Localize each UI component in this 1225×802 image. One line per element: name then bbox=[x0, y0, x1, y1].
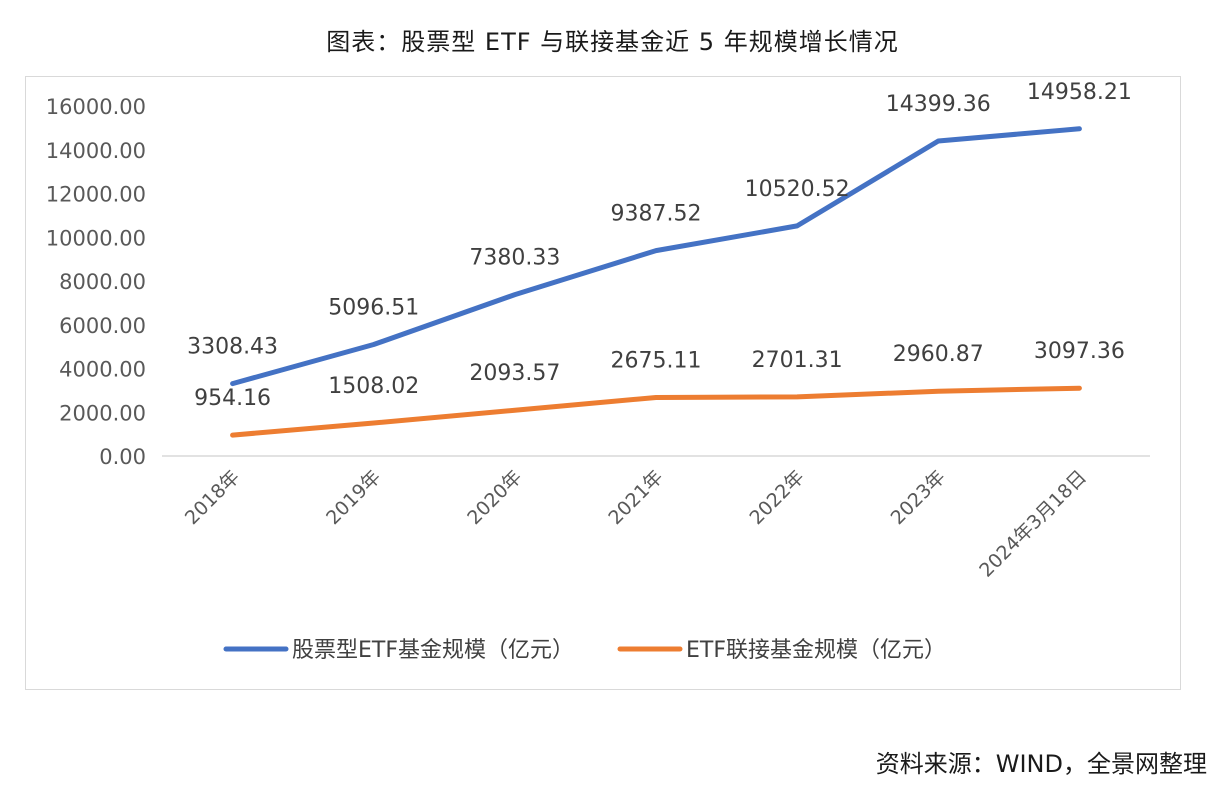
series-line-0 bbox=[230, 126, 1082, 387]
x-tick-label: 2022年 bbox=[745, 466, 808, 529]
legend-label: ETF联接基金规模（亿元） bbox=[686, 638, 946, 663]
chart-frame bbox=[25, 76, 1181, 690]
data-label: 954.16 bbox=[194, 386, 271, 411]
data-label: 1508.02 bbox=[328, 374, 419, 399]
data-label: 5096.51 bbox=[328, 296, 419, 321]
series-lines bbox=[230, 126, 1082, 438]
x-axis-ticks: 2018年 2019年 2020年 2021年 2022年 2023年 2024年3月18日 bbox=[181, 466, 1091, 582]
data-label: 14399.36 bbox=[886, 92, 991, 117]
x-tick-label: 2024年3月18日 bbox=[975, 466, 1091, 582]
legend: 股票型ETF基金规模（亿元） ETF联接基金规模（亿元） bbox=[223, 638, 946, 663]
x-tick-label: 2020年 bbox=[463, 466, 526, 529]
y-tick-label: 4000.00 bbox=[59, 358, 146, 382]
data-label: 2701.31 bbox=[752, 348, 843, 373]
y-tick-label: 0.00 bbox=[99, 445, 146, 469]
legend-label: 股票型ETF基金规模（亿元） bbox=[292, 638, 574, 663]
data-label: 14958.21 bbox=[1027, 80, 1132, 105]
x-tick-label: 2023年 bbox=[887, 466, 950, 529]
y-tick-label: 6000.00 bbox=[59, 314, 146, 338]
data-label: 3097.36 bbox=[1034, 339, 1125, 364]
y-tick-label: 12000.00 bbox=[46, 183, 146, 207]
data-label: 2093.57 bbox=[469, 361, 560, 386]
data-label: 3308.43 bbox=[187, 335, 278, 360]
y-tick-label: 8000.00 bbox=[59, 270, 146, 294]
x-tick-label: 2021年 bbox=[604, 466, 667, 529]
data-label: 10520.52 bbox=[745, 177, 850, 202]
y-axis-ticks: 0.00 2000.00 4000.00 6000.00 8000.00 10000.00… bbox=[46, 95, 146, 469]
data-label: 2675.11 bbox=[611, 348, 702, 373]
data-label: 9387.52 bbox=[611, 202, 702, 227]
y-tick-label: 2000.00 bbox=[59, 401, 146, 425]
data-label: 2960.87 bbox=[893, 342, 984, 367]
y-tick-label: 14000.00 bbox=[46, 139, 146, 163]
source-note: 资料来源：WIND，全景网整理 bbox=[875, 750, 1207, 778]
page-title: 图表：股票型 ETF 与联接基金近 5 年规模增长情况 bbox=[326, 28, 899, 56]
data-label: 7380.33 bbox=[469, 246, 560, 271]
data-labels: 3308.43 5096.51 7380.33 9387.52 10520.52 1439… bbox=[187, 80, 1132, 411]
y-tick-label: 16000.00 bbox=[46, 95, 146, 119]
series-line-1 bbox=[230, 385, 1082, 438]
y-tick-label: 10000.00 bbox=[46, 226, 146, 250]
x-tick-label: 2019年 bbox=[322, 466, 385, 529]
x-tick-label: 2018年 bbox=[181, 466, 244, 529]
